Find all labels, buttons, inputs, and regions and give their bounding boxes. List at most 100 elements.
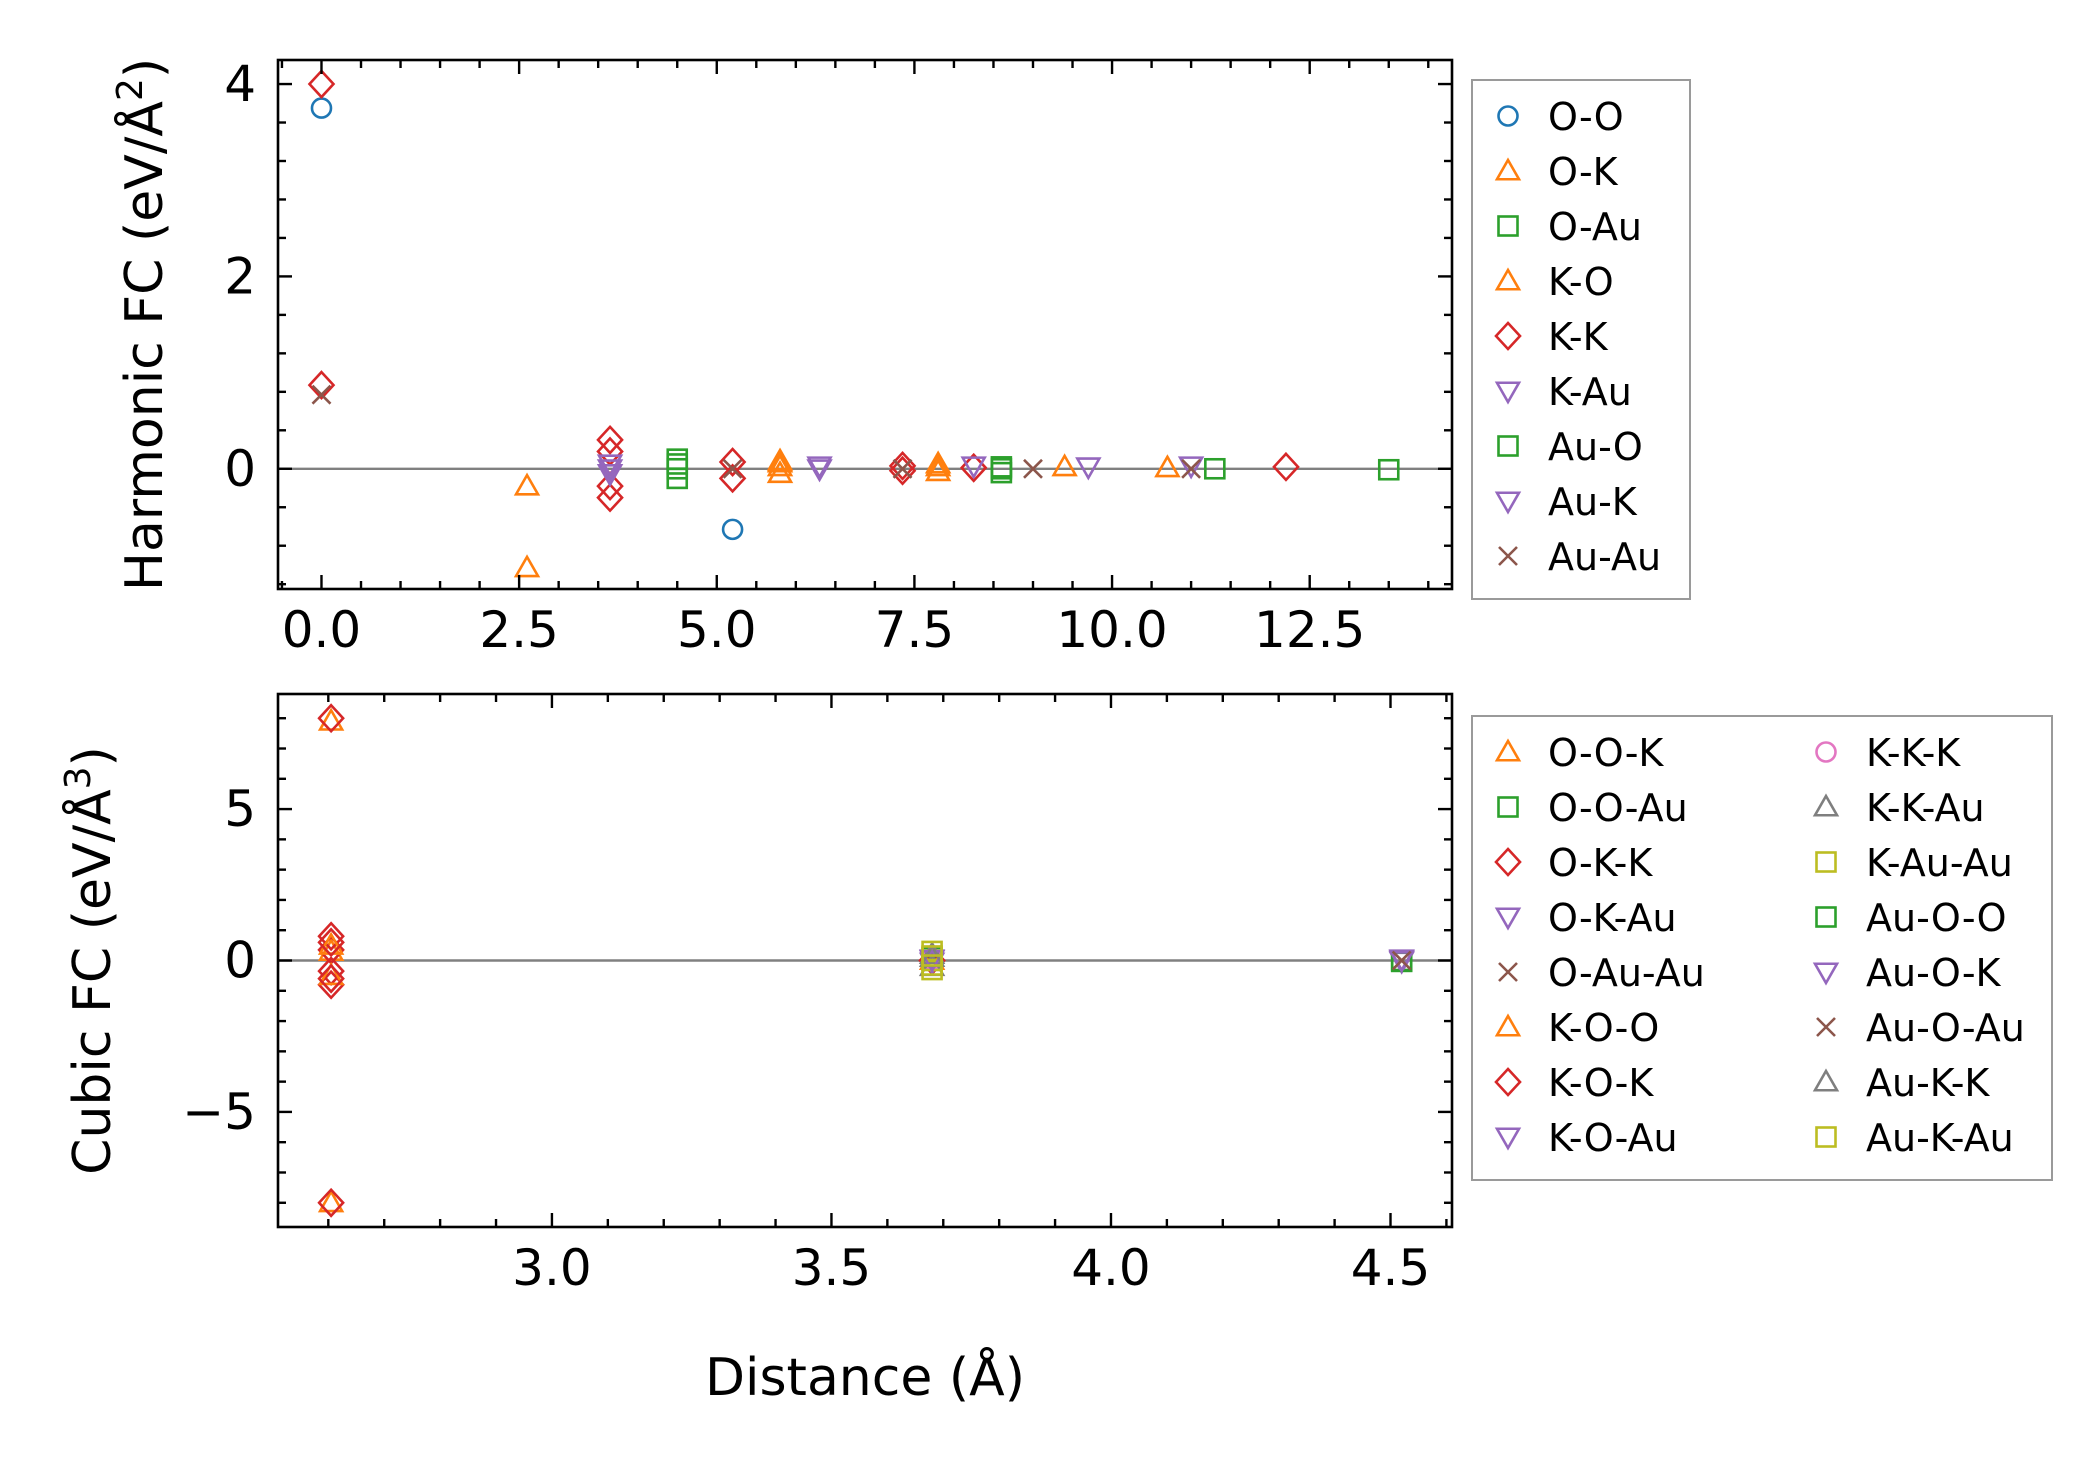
legend: O-O-K O-O-Au O-K-K O-K-Au O-Au-Au K-O-O K-O-K K… [1471, 715, 2053, 1181]
legend-item-Au-O-Au: Au-O-Au [1816, 1006, 2025, 1050]
legend-label-K-O-K: K-O-K [1548, 1061, 1654, 1105]
y-axis-label-close: ) [115, 58, 175, 78]
legend-marker-K-Au [1494, 381, 1522, 405]
legend-marker-O-K [1494, 157, 1522, 181]
legend-item-K-K-Au: K-K-Au [1812, 786, 1985, 830]
legend-label-K-K-Au: K-K-Au [1866, 786, 1985, 830]
point-Au-Au-4 [1023, 458, 1043, 479]
point-K-K-10 [888, 455, 917, 486]
legend-item-O-O: O-O [1497, 95, 1624, 139]
legend-marker-K-Au-Au [1815, 851, 1837, 873]
legend-label-O-K-Au: O-K-Au [1548, 896, 1677, 940]
legend-item-O-O-Au: O-O-Au [1497, 786, 1688, 830]
point-K-K-12 [1272, 451, 1300, 482]
x-tick-label: 3.5 [792, 1239, 872, 1297]
point-O-K-7 [924, 458, 952, 482]
point-Au-K-Au-2 [921, 945, 943, 967]
point-Au-K-2 [806, 459, 833, 483]
legend-item-O-K: O-K [1494, 150, 1619, 194]
x-tick-label: 7.5 [875, 601, 955, 659]
legend-item-Au-O: Au-O [1497, 425, 1643, 469]
legend-box [1471, 715, 2053, 1181]
x-tick-label: 4.5 [1351, 1239, 1431, 1297]
point-Au-Au-3 [892, 458, 913, 479]
point-K-O-K-1 [317, 927, 345, 958]
legend-label-Au-O: Au-O [1548, 425, 1643, 469]
point-Au-K-3 [1075, 457, 1102, 481]
point-K-K-8 [718, 463, 747, 494]
legend-item-Au-O-K: Au-O-K [1812, 951, 2002, 995]
legend-label-K-K-K: K-K-K [1866, 731, 1961, 775]
legend-marker-K-O [1494, 267, 1522, 291]
y-axis-label-sup: 3 [58, 766, 99, 789]
legend-marker-K-O-K [1494, 1067, 1522, 1097]
point-O-O-1 [310, 97, 333, 119]
y-axis-label: Cubic FC (eV/Å3) [58, 746, 124, 1175]
point-Au-O-K-1 [918, 950, 946, 974]
legend-marker-K-K-K [1815, 741, 1837, 763]
legend-marker-Au-O-K [1812, 962, 1840, 986]
legend-label-O-K: O-K [1548, 150, 1619, 194]
point-K-O-1 [766, 449, 794, 473]
point-O-O-K-2 [317, 1189, 345, 1213]
point-O-Au-7 [1377, 458, 1400, 481]
point-K-K-5 [596, 471, 624, 502]
y-tick-label: −5 [182, 1083, 256, 1141]
point-O-K-1 [513, 472, 541, 496]
chart-panel-2: 3.0 3.5 4.0 4.5 −5 0 5 Cubic FC (eV/Å3) Distance… [58, 692, 2053, 1408]
x-tick-label: 5.0 [677, 601, 757, 659]
legend-label-K-K: K-K [1548, 315, 1609, 359]
legend-item-K-O-O: K-O-O [1494, 1006, 1659, 1050]
point-K-K-2 [307, 370, 336, 401]
x-tick-label: 3.0 [512, 1239, 592, 1297]
legend-label-O-O-Au: O-O-Au [1548, 786, 1688, 830]
legend-item-K-K-K: K-K-K [1815, 731, 1961, 775]
point-O-K-8 [1051, 453, 1078, 477]
legend-item-O-Au: O-Au [1497, 205, 1642, 249]
point-Au-O-2 [990, 457, 1013, 480]
point-Au-Au-5 [1181, 458, 1202, 479]
legend-label-O-Au-Au: O-Au-Au [1548, 951, 1705, 995]
legend-marker-K-O-O [1494, 1013, 1522, 1037]
point-Au-O-Au-1 [1391, 950, 1412, 971]
y-tick-label: 2 [224, 247, 256, 305]
legend-marker-Au-O [1497, 435, 1519, 457]
legend-item-O-K-Au: O-K-Au [1494, 896, 1677, 940]
legend-label-O-O: O-O [1548, 95, 1624, 139]
point-O-K-K-2 [317, 1187, 345, 1218]
y-axis-label-close: ) [63, 746, 123, 766]
point-Au-Au-2 [722, 458, 743, 479]
legend-item-K-K: K-K [1494, 315, 1609, 359]
legend-item-Au-O-O: Au-O-O [1815, 896, 2007, 940]
y-axis-label-base: Cubic FC (eV/Å [61, 789, 123, 1175]
point-Au-O-K-2 [1388, 950, 1415, 974]
legend-marker-Au-K-K [1812, 1068, 1840, 1092]
data-layer [317, 703, 1415, 1218]
x-tick-label: 2.5 [479, 601, 559, 659]
legend-label-K-O-O: K-O-O [1548, 1006, 1659, 1050]
point-O-K-2 [513, 554, 541, 578]
legend-marker-Au-O-Au [1816, 1017, 1836, 1037]
legend-marker-Au-Au [1498, 546, 1518, 566]
point-O-K-K-3 [317, 921, 345, 952]
point-K-K-1 [307, 69, 336, 99]
legend-label-O-K-K: O-K-K [1548, 841, 1653, 885]
point-K-Au-3 [806, 456, 833, 480]
legend-item-O-O-K: O-O-K [1494, 731, 1664, 775]
legend-marker-O-O [1497, 105, 1519, 127]
legend-label-Au-O-O: Au-O-O [1866, 896, 2007, 940]
point-O-Au-3 [666, 467, 689, 490]
legend-marker-K-O-Au [1494, 1127, 1522, 1151]
y-tick-label: 0 [224, 932, 256, 990]
legend-label-Au-K-Au: Au-K-Au [1866, 1116, 2014, 1160]
legend-label-O-Au: O-Au [1548, 205, 1642, 249]
legend-marker-Au-K-Au [1815, 1126, 1837, 1148]
ticks [278, 694, 1452, 1227]
point-K-Au-4 [960, 456, 987, 480]
legend-marker-Au-O-O [1815, 906, 1837, 928]
legend-item-K-Au: K-Au [1494, 370, 1632, 414]
legend-label-Au-O-Au: Au-O-Au [1866, 1006, 2025, 1050]
point-K-K-Au-1 [918, 940, 946, 964]
legend-label-Au-O-K: Au-O-K [1866, 951, 2002, 995]
